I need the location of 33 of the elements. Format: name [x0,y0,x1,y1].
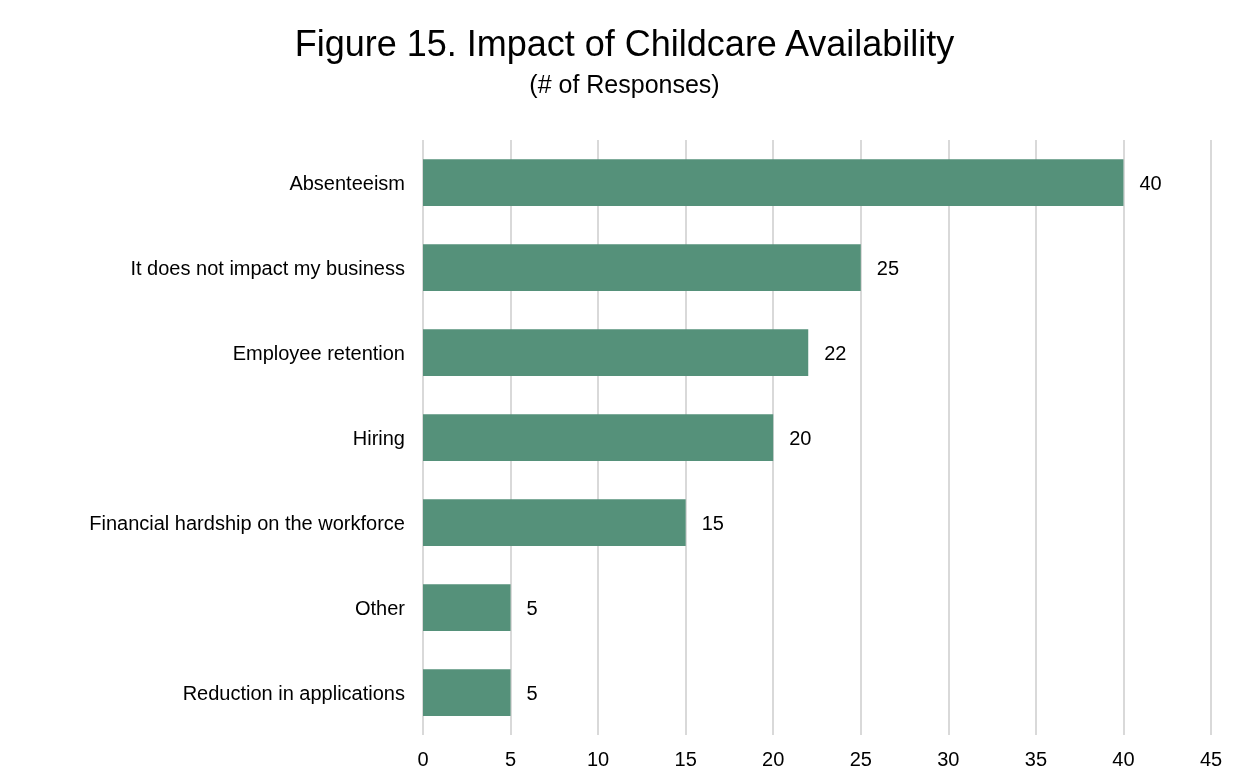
chart-title: Figure 15. Impact of Childcare Availability [294,22,955,64]
data-label: 15 [701,511,724,534]
data-label: 5 [526,596,538,619]
y-tick-label: It does not impact my business [130,256,405,279]
x-tick-label: 10 [586,748,610,770]
y-tick-label: Other [354,596,406,619]
x-tick-label: 0 [417,748,429,770]
x-tick-label: 20 [762,748,785,770]
x-tick-label: 5 [504,748,517,770]
x-tick-label: 45 [1199,748,1223,770]
bar [423,584,511,631]
x-tick-label: 25 [849,748,872,770]
bar [423,244,861,291]
y-tick-label: Hiring [352,426,405,449]
x-tick-label: 40 [1112,748,1135,770]
y-tick-label: Reduction in applications [182,681,405,704]
bar [423,499,686,546]
bar [423,669,511,716]
bar [423,414,774,461]
bar [423,159,1124,206]
data-label: 5 [526,681,538,704]
y-tick-label: Absenteeism [289,171,405,194]
data-label: 20 [789,426,812,449]
y-tick-label: Financial hardship on the workforce [89,511,405,534]
bar [423,329,809,376]
y-tick-label: Employee retention [232,341,405,364]
x-tick-label: 30 [937,748,960,770]
x-tick-label: 15 [674,748,697,770]
chart-subtitle: (# of Responses) [529,69,720,98]
data-label: 25 [876,256,900,279]
data-label: 22 [824,341,847,364]
x-tick-label: 35 [1024,748,1048,770]
data-label: 40 [1139,171,1162,194]
